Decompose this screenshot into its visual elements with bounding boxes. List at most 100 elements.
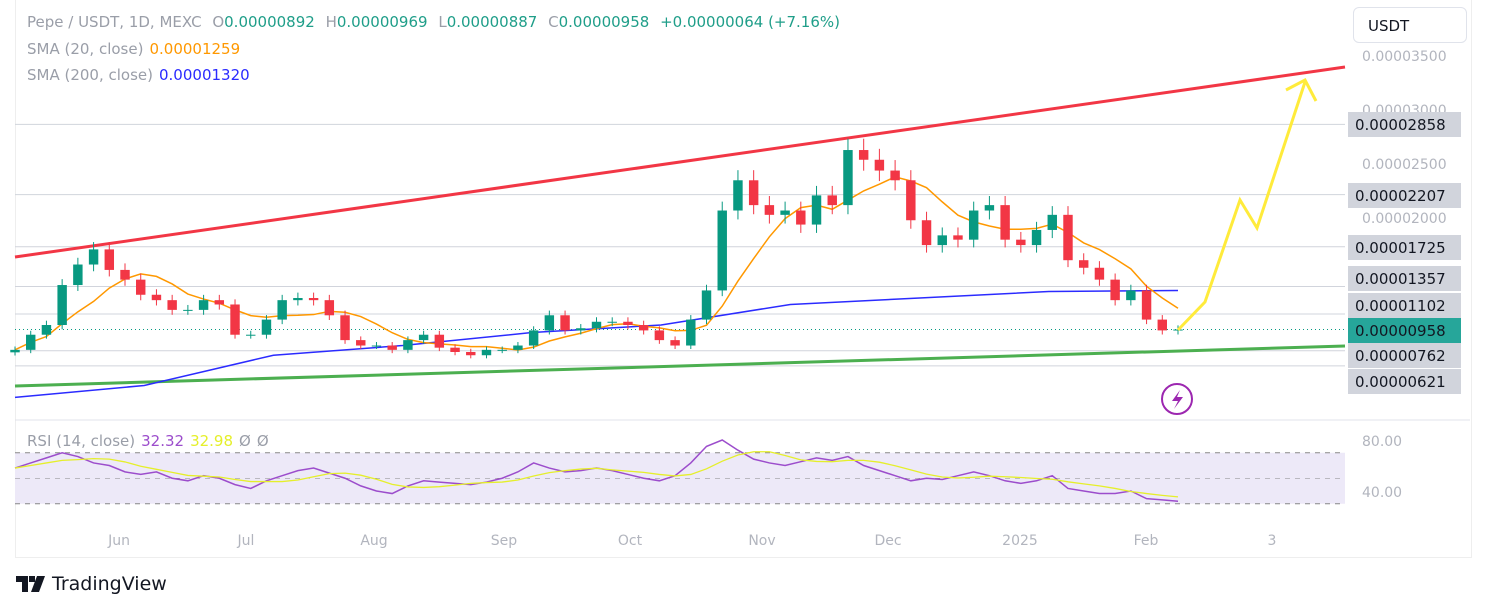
candle-body	[88, 249, 99, 265]
candle-body	[73, 264, 83, 286]
candle-body	[481, 349, 492, 356]
resistance-trendline	[14, 65, 1346, 259]
price-label: 0.00001725	[1355, 239, 1446, 257]
candle-body	[1141, 290, 1152, 320]
lightning-icon	[1161, 383, 1193, 415]
candle-body	[670, 340, 680, 346]
candle-body	[261, 319, 272, 335]
projection-path	[1176, 81, 1307, 332]
support-trendline	[14, 344, 1346, 388]
candle-body	[843, 150, 853, 206]
sma20-value: 0.00001259	[149, 40, 241, 58]
candle-body	[654, 330, 665, 341]
high-value: 0.00000969	[336, 13, 428, 31]
price-label-box	[1348, 266, 1461, 291]
rsi-value: 32.32	[141, 432, 185, 450]
x-tick-label: Feb	[1134, 533, 1159, 549]
candle-body	[230, 304, 240, 335]
sma200-legend[interactable]: SMA (200, close) 0.00001320	[27, 66, 256, 84]
y-tick-label: 0.00002500	[1362, 157, 1447, 173]
close-value: 0.00000958	[558, 13, 650, 31]
candle-body	[198, 300, 209, 310]
candle-body	[874, 159, 885, 171]
lightning-bolt-icon	[1172, 390, 1183, 409]
chart-frame[interactable]	[15, 0, 1472, 558]
candle-body	[764, 205, 775, 215]
candle-body	[984, 205, 995, 211]
candle-body	[528, 330, 539, 346]
candle-body	[183, 309, 193, 311]
sma200-value: 0.00001320	[159, 66, 250, 84]
candle-body	[387, 345, 397, 350]
x-tick-label: 3	[1268, 533, 1277, 549]
brand-name: TradingView	[52, 573, 167, 595]
candle-body	[246, 334, 256, 336]
low-value: 0.00000887	[446, 13, 538, 31]
candle-body	[450, 347, 460, 352]
x-tick-label: Sep	[491, 533, 518, 549]
sma200-label: SMA (200, close)	[27, 66, 153, 84]
candle-body	[623, 321, 633, 325]
price-label-box	[1348, 369, 1461, 394]
x-tick-label: Nov	[748, 533, 775, 549]
tradingview-logo[interactable]: TradingView	[16, 573, 167, 595]
x-tick-label: Oct	[618, 533, 643, 549]
candle-body	[1063, 214, 1073, 261]
close-label: C	[548, 13, 559, 31]
sma20-legend[interactable]: SMA (20, close) 0.00001259	[27, 40, 246, 58]
price-label-box	[1348, 112, 1461, 137]
currency-selector[interactable]: USDT	[1353, 7, 1467, 43]
candle-body	[701, 290, 712, 320]
candle-body	[120, 269, 130, 280]
rsi-ma-line	[14, 451, 1179, 498]
candle-body	[733, 180, 743, 211]
price-label-box	[1348, 235, 1461, 260]
candle-body	[1094, 267, 1105, 280]
candle-body	[151, 294, 162, 301]
projection-arrowhead	[1285, 77, 1318, 102]
symbol-title: Pepe / USDT, 1D, MEXC	[27, 13, 202, 31]
price-label: 0.00001357	[1355, 270, 1446, 288]
rsi-tick-label: 40.00	[1362, 485, 1402, 501]
low-label: L	[438, 13, 447, 31]
candle-body	[921, 220, 932, 246]
candle-body	[937, 235, 947, 246]
candle-body	[214, 300, 225, 305]
rsi-na-1: Ø	[239, 432, 251, 450]
rsi-legend[interactable]: RSI (14, close) 32.32 32.98 Ø Ø	[27, 432, 275, 450]
open-value: 0.00000892	[224, 13, 315, 31]
candle-body	[591, 321, 602, 329]
rsi-ma-value: 32.98	[190, 432, 234, 450]
sma20-label: SMA (20, close)	[27, 40, 144, 58]
candle-body	[497, 349, 507, 351]
price-label: 0.00000621	[1355, 373, 1446, 391]
candle-body	[1173, 329, 1183, 331]
candle-body	[607, 321, 617, 323]
x-tick-label: Dec	[874, 533, 901, 549]
price-label-box	[1348, 318, 1461, 343]
candle-body	[780, 210, 790, 215]
x-tick-label: Jul	[237, 533, 255, 549]
open-label: O	[212, 13, 225, 31]
price-label: 0.00001102	[1355, 297, 1446, 315]
price-label: 0.00000958	[1355, 322, 1446, 340]
rsi-label: RSI (14, close)	[27, 432, 136, 450]
price-chart[interactable]: 0.000035000.000030000.000025000.00002000…	[0, 0, 1491, 560]
candle-body	[827, 195, 837, 206]
candle-body	[308, 298, 319, 301]
candle-body	[858, 150, 869, 160]
candle-body	[418, 334, 429, 341]
candle-body	[686, 319, 696, 346]
tradingview-logo-icon	[16, 576, 45, 592]
change-value: +0.00000064 (+7.16%)	[660, 13, 840, 31]
price-label-box	[1348, 343, 1461, 368]
candle-body	[968, 210, 979, 240]
candle-body	[167, 300, 177, 310]
candle-body	[513, 345, 523, 350]
candle-body	[1000, 205, 1010, 240]
candle-body	[371, 345, 382, 347]
candle-body	[293, 298, 303, 301]
x-tick-label: Aug	[360, 533, 387, 549]
candle-body	[340, 315, 350, 341]
candle-body	[356, 340, 366, 346]
